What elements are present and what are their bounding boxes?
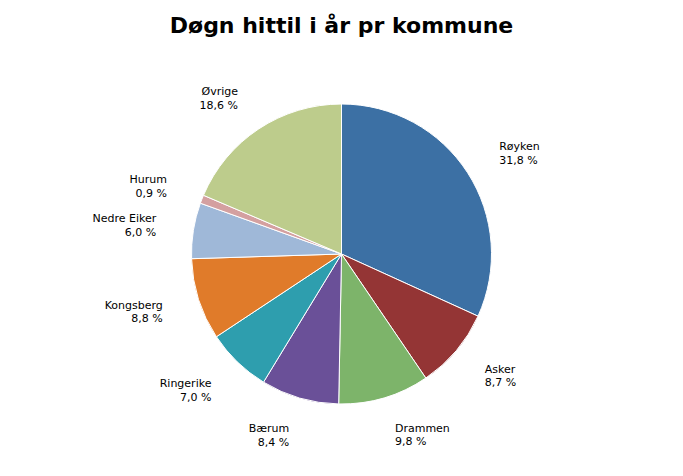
html-text:Døgn hittil i år pr kommune: Døgn hittil i år pr kommune xyxy=(169,13,514,38)
svg-text:Asker8,7 %: Asker8,7 % xyxy=(485,363,516,390)
svg-text:Bærum8,4 %: Bærum8,4 % xyxy=(249,422,290,449)
svg-text:Øvrige18,6 %: Øvrige18,6 % xyxy=(200,85,239,112)
svg-text:Ringerike7,0 %: Ringerike7,0 % xyxy=(160,377,212,404)
svg-text:Nedre Eiker6,0 %: Nedre Eiker6,0 % xyxy=(92,212,156,239)
svg-text:Drammen9,8 %: Drammen9,8 % xyxy=(395,422,450,449)
svg-text:Røyken31,8 %: Røyken31,8 % xyxy=(499,140,540,167)
svg-text:Hurum0,9 %: Hurum0,9 % xyxy=(129,173,166,200)
svg-text:Kongsberg8,8 %: Kongsberg8,8 % xyxy=(105,299,163,326)
